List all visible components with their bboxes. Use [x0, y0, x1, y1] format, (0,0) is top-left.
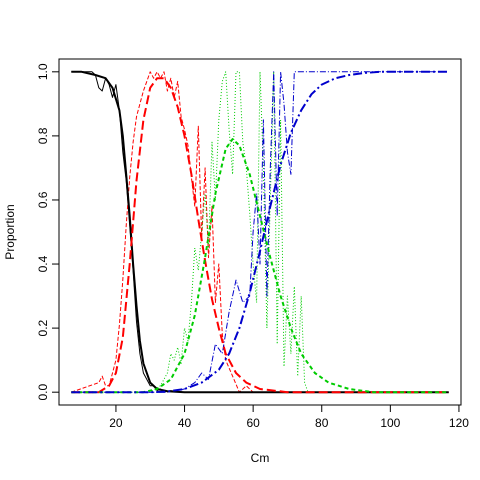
y-tick-label: 0.0: [36, 384, 50, 401]
y-tick-label: 0.2: [36, 319, 50, 336]
y-tick-label: 0.4: [36, 255, 50, 272]
x-tick-label: 60: [246, 416, 260, 430]
x-axis-title: Cm: [251, 451, 270, 465]
x-tick-label: 100: [380, 416, 400, 430]
y-tick-label: 0.8: [36, 127, 50, 144]
fitted-series-line-2: [71, 77, 449, 394]
x-tick-label: 40: [178, 416, 192, 430]
y-axis: 0.0 0.2 0.4 0.6 0.8 1.0: [36, 63, 60, 401]
y-axis-title: Proportion: [3, 204, 17, 259]
x-tick-label: 20: [109, 416, 123, 430]
observed-series-line-4: [71, 71, 449, 393]
y-tick-label: 0.6: [36, 191, 50, 208]
x-tick-label: 120: [449, 416, 469, 430]
fitted-series-line-4: [71, 70, 449, 394]
x-tick-label: 80: [315, 416, 329, 430]
x-axis: 20 40 60 80 100 120: [109, 404, 469, 430]
fitted-series-group: [71, 70, 449, 394]
fitted-series-line-3: [71, 138, 449, 394]
y-tick-label: 1.0: [36, 63, 50, 80]
